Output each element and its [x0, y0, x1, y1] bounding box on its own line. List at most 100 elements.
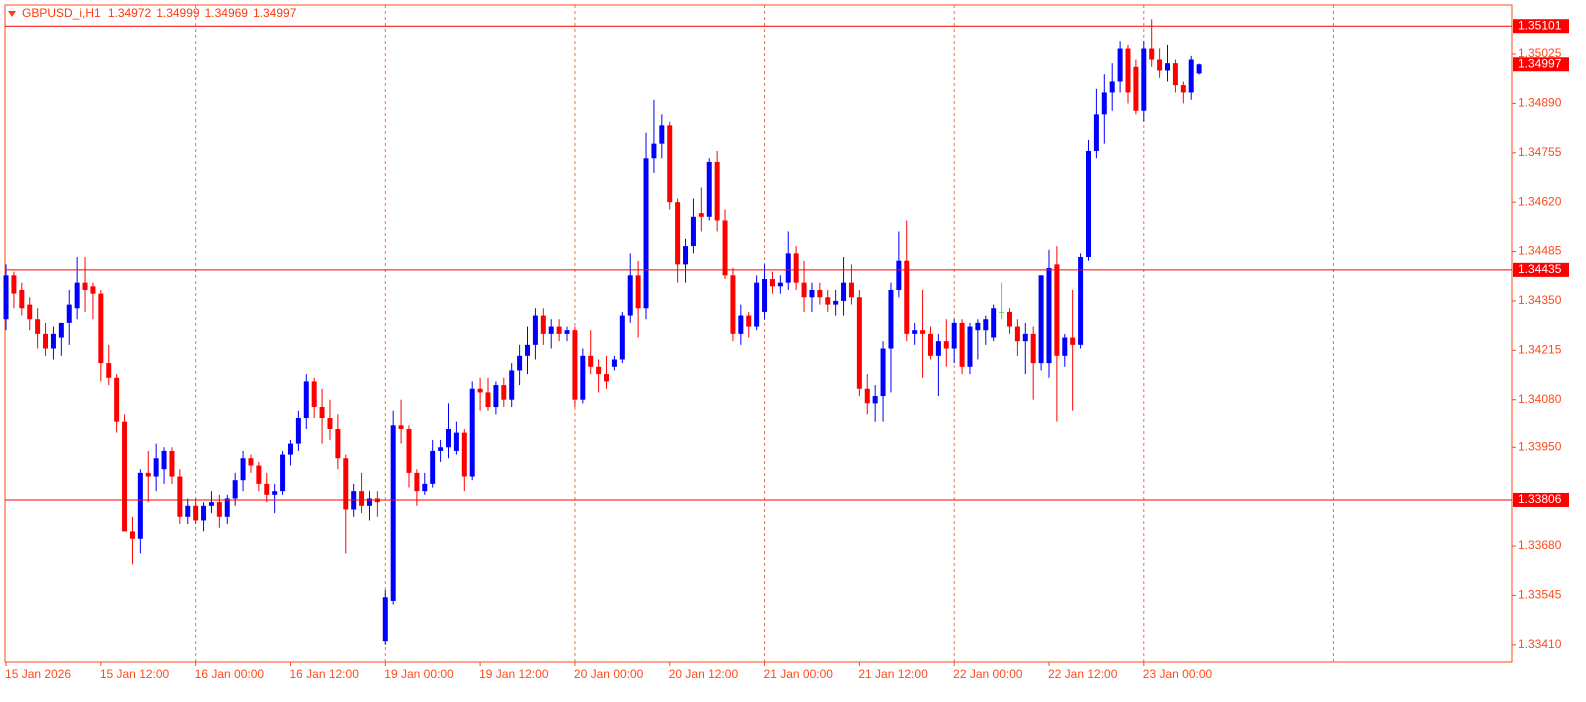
- candle-body: [469, 388, 475, 477]
- x-tick-label: 22 Jan 00:00: [953, 667, 1023, 681]
- candle-body: [975, 322, 981, 331]
- candle-body: [3, 275, 9, 320]
- candle-body: [122, 421, 128, 532]
- candle-body: [517, 355, 523, 371]
- candle-body: [98, 293, 104, 364]
- candle-body: [730, 275, 736, 334]
- candle-body: [659, 125, 665, 144]
- candle-body: [983, 319, 989, 331]
- candle-body: [880, 348, 886, 397]
- candle-body: [651, 143, 657, 159]
- candle-body: [335, 428, 341, 459]
- candle-body: [1117, 48, 1123, 82]
- candle-body: [667, 125, 673, 203]
- candle-body: [1172, 63, 1178, 86]
- candle-body: [327, 418, 333, 429]
- candle-body: [287, 443, 293, 455]
- y-tick-label: 1.34215: [1518, 342, 1562, 356]
- candle-body: [82, 282, 88, 290]
- symbol: GBPUSD_i,H1: [22, 6, 101, 20]
- current-price-label: 1.34997: [1518, 56, 1562, 70]
- candle-body: [888, 289, 894, 349]
- candle-body: [588, 355, 594, 367]
- candle-body: [485, 392, 491, 408]
- x-tick-label: 22 Jan 12:00: [1048, 667, 1118, 681]
- candle-body: [366, 498, 372, 506]
- candle-body: [627, 275, 633, 316]
- candle-body: [785, 253, 791, 283]
- candle-body: [564, 330, 570, 334]
- candle-body: [398, 425, 404, 429]
- candle-body: [264, 483, 270, 495]
- candle-body: [11, 275, 17, 294]
- candle-body: [825, 297, 831, 305]
- candle-body: [540, 315, 546, 334]
- x-tick-label: 20 Jan 00:00: [574, 667, 644, 681]
- candle-body: [509, 370, 515, 400]
- candle-body: [548, 326, 554, 334]
- candle-body: [430, 450, 436, 484]
- candle-body: [1006, 311, 1012, 327]
- candle-body: [208, 502, 214, 506]
- candle-body: [153, 458, 159, 477]
- candle-body: [1054, 264, 1060, 356]
- candle-body: [856, 297, 862, 389]
- candle-body: [1030, 333, 1036, 364]
- candle-body: [272, 491, 278, 495]
- y-tick-label: 1.33950: [1518, 439, 1562, 453]
- x-tick-label: 23 Jan 00:00: [1143, 667, 1213, 681]
- x-tick-label: 15 Jan 12:00: [100, 667, 170, 681]
- candle-body: [754, 282, 760, 327]
- candle-body: [872, 396, 878, 404]
- candle-body: [817, 289, 823, 298]
- candle-body: [1141, 48, 1147, 111]
- candle-body: [1149, 48, 1155, 60]
- x-tick-label: 20 Jan 12:00: [669, 667, 739, 681]
- collapse-arrow[interactable]: [8, 11, 16, 17]
- candle-body: [1022, 333, 1028, 342]
- candle-body: [1180, 85, 1186, 93]
- candle-body: [43, 333, 49, 349]
- y-tick-label: 1.34890: [1518, 96, 1562, 110]
- candle-body: [129, 531, 135, 539]
- candle-body: [864, 388, 870, 404]
- candle-body: [359, 491, 365, 506]
- candle-body: [722, 220, 728, 276]
- candle-body: [240, 458, 246, 481]
- candle-body: [1046, 268, 1052, 364]
- candle-body: [248, 458, 254, 466]
- candle-body: [169, 450, 175, 477]
- candle-body: [137, 472, 143, 539]
- candle-body: [1133, 66, 1139, 111]
- x-tick-label: 19 Jan 00:00: [384, 667, 454, 681]
- candle-body: [193, 505, 199, 521]
- candle-body: [216, 502, 222, 517]
- candle-body: [1062, 337, 1068, 356]
- candle-body: [959, 322, 965, 367]
- candle-body: [1014, 326, 1020, 342]
- header: GBPUSD_i,H1 1.34972 1.34999 1.34969 1.34997: [22, 6, 297, 20]
- candle-body: [19, 289, 25, 309]
- candle-body: [580, 355, 586, 400]
- candle-body: [453, 432, 459, 451]
- candle-body: [683, 246, 689, 265]
- x-tick-label: 16 Jan 12:00: [289, 667, 359, 681]
- y-tick-label: 1.34620: [1518, 194, 1562, 208]
- y-tick-label: 1.33545: [1518, 588, 1562, 602]
- candle-body: [295, 418, 301, 444]
- candle-body: [114, 377, 120, 422]
- x-tick-label: 16 Jan 00:00: [195, 667, 265, 681]
- low-value: 1.34969: [205, 6, 249, 20]
- candle-body: [1038, 275, 1044, 364]
- candle-body: [833, 300, 839, 305]
- candle-body: [1078, 257, 1084, 345]
- candle-body: [596, 366, 602, 375]
- y-tick-label: 1.34485: [1518, 244, 1562, 258]
- candle-body: [762, 278, 768, 312]
- candle-body: [232, 480, 238, 499]
- x-tick-label: 21 Jan 00:00: [764, 667, 834, 681]
- candle-body: [801, 282, 807, 298]
